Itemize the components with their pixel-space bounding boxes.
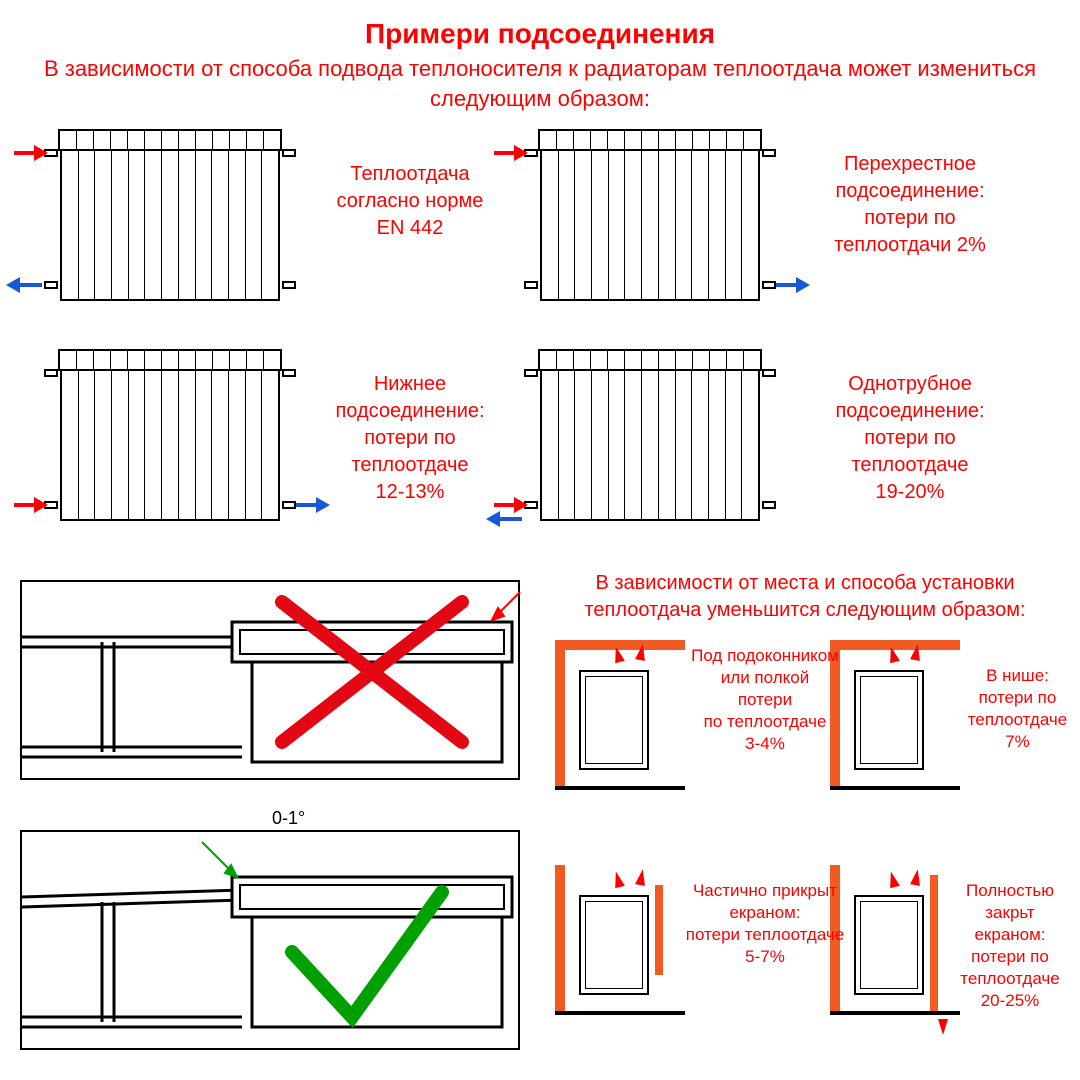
radiator-icon xyxy=(60,131,280,301)
install-subtitle: В зависимости от места и способа установ… xyxy=(545,570,1065,624)
niche-partial xyxy=(555,865,685,1015)
conn-diagonal-standard: Теплоотдача согласно норме EN 442 xyxy=(40,121,540,341)
wrong-install-svg xyxy=(22,582,522,782)
wrong-install-panel xyxy=(20,580,520,780)
radiator-icon xyxy=(540,351,760,521)
niche-caption: В нише: потери по теплоотдаче 7% xyxy=(955,665,1080,753)
radiator-icon xyxy=(60,351,280,521)
connections-row-1: Теплоотдача согласно норме EN 442 Перехр… xyxy=(0,121,1080,341)
conn-single-pipe: Однотрубное подсоединение: потери по теп… xyxy=(540,341,1060,561)
niche-sill xyxy=(555,640,685,790)
conn-cross: Перехрестное подсоединение: потери по те… xyxy=(540,121,1060,341)
connections-row-2: Нижнее подсоединение: потери по теплоотд… xyxy=(0,341,1080,561)
correct-install-svg xyxy=(22,832,522,1052)
install-section: В зависимости от места и способа установ… xyxy=(0,570,1080,1070)
conn-caption: Нижнее подсоединение: потери по теплоотд… xyxy=(300,371,520,506)
page-title: Примери подсоединения xyxy=(0,0,1080,50)
niche-caption: Частично прикрыт екраном: потери теплоот… xyxy=(680,880,850,968)
page-subtitle: В зависимости от способа подвода теплоно… xyxy=(40,54,1040,113)
niche-caption: Под подоконником или полкой потери по те… xyxy=(680,645,850,755)
angle-label: 0-1° xyxy=(272,808,305,829)
conn-bottom: Нижнее подсоединение: потери по теплоотд… xyxy=(40,341,540,561)
conn-caption: Теплоотдача согласно норме EN 442 xyxy=(300,161,520,242)
radiator-icon xyxy=(540,131,760,301)
correct-install-panel: 0-1° xyxy=(20,830,520,1050)
conn-caption: Однотрубное подсоединение: потери по теп… xyxy=(780,371,1040,506)
conn-caption: Перехрестное подсоединение: потери по те… xyxy=(780,151,1040,259)
niche-caption: Полностью закрьт екраном: потери по тепл… xyxy=(940,880,1080,1013)
